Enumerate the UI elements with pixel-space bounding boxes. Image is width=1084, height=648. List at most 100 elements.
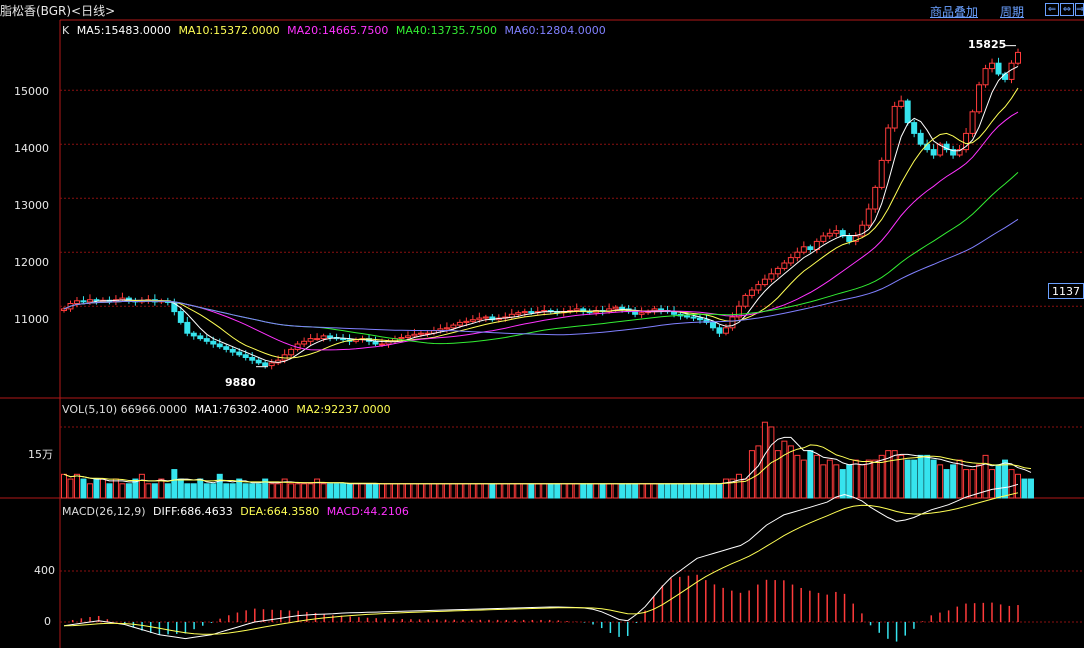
- candle-body: [236, 351, 243, 356]
- volume-bar: [735, 473, 742, 499]
- volume-bar: [437, 483, 444, 499]
- volume-bar: [800, 459, 807, 499]
- candle-body: [1015, 51, 1021, 64]
- candle-body: [229, 348, 236, 353]
- commodity-overlay-link[interactable]: 商品叠加: [930, 5, 979, 19]
- candle-body: [528, 311, 535, 314]
- volume-bar: [684, 483, 691, 499]
- price-tag: 1137: [1048, 283, 1084, 299]
- candle-body: [424, 332, 431, 335]
- candle-body: [911, 122, 918, 134]
- volume-bar: [774, 450, 781, 499]
- volume-bar: [301, 483, 308, 499]
- volume-bar: [969, 469, 976, 499]
- volume-bar: [132, 478, 139, 499]
- candle-body: [372, 340, 379, 345]
- candle-body: [242, 354, 249, 358]
- candle-body: [632, 311, 639, 315]
- volume-bar: [236, 478, 243, 499]
- volume-bar: [586, 483, 593, 499]
- volume-bar: [229, 483, 236, 499]
- volume-bar: [567, 483, 574, 499]
- candle-body: [885, 127, 892, 161]
- volume-bar: [333, 483, 340, 499]
- volume-bar: [482, 483, 489, 499]
- volume-bar: [119, 483, 126, 499]
- volume-bar: [703, 483, 710, 499]
- candle-body: [891, 105, 898, 129]
- volume-bar: [314, 478, 321, 499]
- candle-body: [735, 305, 742, 318]
- volume-bar: [515, 483, 522, 499]
- volume-bar: [956, 459, 963, 499]
- volume-bar: [385, 483, 392, 499]
- macd-legend: MACD(26,12,9) DIFF:686.4633 DEA:664.3580…: [62, 505, 413, 518]
- candle-body: [755, 284, 762, 291]
- volume-bar: [930, 459, 937, 499]
- volume-bar: [67, 478, 74, 499]
- volume-bar: [502, 483, 509, 499]
- volume-bar: [950, 464, 957, 499]
- volume-ma2-line: [63, 444, 1032, 485]
- candle-body: [203, 338, 210, 342]
- candle-body: [61, 308, 67, 312]
- candle-body: [411, 333, 418, 337]
- vol-ma1-label: MA1:76302.4000: [194, 403, 289, 416]
- volume-bar: [722, 478, 729, 499]
- candle-body: [619, 306, 626, 310]
- ma20-label: MA20:14665.7500: [287, 24, 389, 37]
- candle-body: [807, 246, 814, 251]
- volume-bar: [495, 483, 502, 499]
- candle-body: [697, 317, 703, 321]
- candle-body: [268, 362, 275, 367]
- price-tick-12000: 12000: [14, 256, 49, 269]
- volume-bar: [476, 483, 483, 499]
- candle-body: [995, 62, 1002, 75]
- candle-body: [223, 346, 230, 350]
- volume-bar: [619, 483, 626, 499]
- volume-bar: [924, 454, 931, 499]
- volume-bar: [645, 483, 652, 499]
- candle-body: [612, 306, 619, 310]
- candle-body: [768, 273, 775, 280]
- volume-bar: [580, 483, 587, 499]
- volume-bar: [807, 450, 814, 499]
- volume-bar: [709, 483, 716, 499]
- volume-bar: [839, 469, 846, 499]
- volume-bar: [846, 464, 853, 499]
- volume-bar: [404, 483, 411, 499]
- candle-body: [982, 68, 989, 86]
- high-label: 15825: [968, 38, 1007, 51]
- volume-bar: [93, 478, 100, 499]
- volume-bar: [73, 473, 80, 499]
- volume-bar: [210, 483, 217, 499]
- volume-bar: [327, 483, 334, 499]
- volume-bar: [989, 469, 996, 499]
- volume-bar: [612, 483, 619, 499]
- volume-bar: [690, 483, 697, 499]
- volume-bar: [86, 483, 93, 499]
- dea-label: DEA:664.3580: [240, 505, 320, 518]
- ma20-line: [63, 111, 1019, 351]
- volume-bar: [158, 478, 165, 499]
- candle-body: [476, 317, 483, 321]
- volume-bar: [872, 459, 879, 499]
- candle-body: [742, 294, 749, 307]
- volume-tick-15wan: 15万: [28, 448, 53, 461]
- volume-bar: [275, 483, 282, 499]
- volume-bar: [813, 454, 820, 499]
- volume-bar: [937, 464, 944, 499]
- candle-body: [716, 327, 723, 334]
- nav-expand-button[interactable]: ⇔: [1060, 3, 1074, 16]
- volume-bar: [151, 483, 158, 499]
- volume-bar: [761, 421, 768, 499]
- top-bar: 脂松香(BGR)<日线> 商品叠加 周期 ⇐ ⇔ ⇒: [0, 0, 1084, 20]
- nav-left-button[interactable]: ⇐: [1045, 3, 1059, 16]
- volume-bar: [625, 483, 632, 499]
- period-link[interactable]: 周期: [1000, 5, 1025, 19]
- candle-body: [340, 338, 347, 341]
- volume-bar: [898, 454, 905, 499]
- volume-bar: [456, 483, 463, 499]
- ma60-label: MA60:12804.0000: [504, 24, 606, 37]
